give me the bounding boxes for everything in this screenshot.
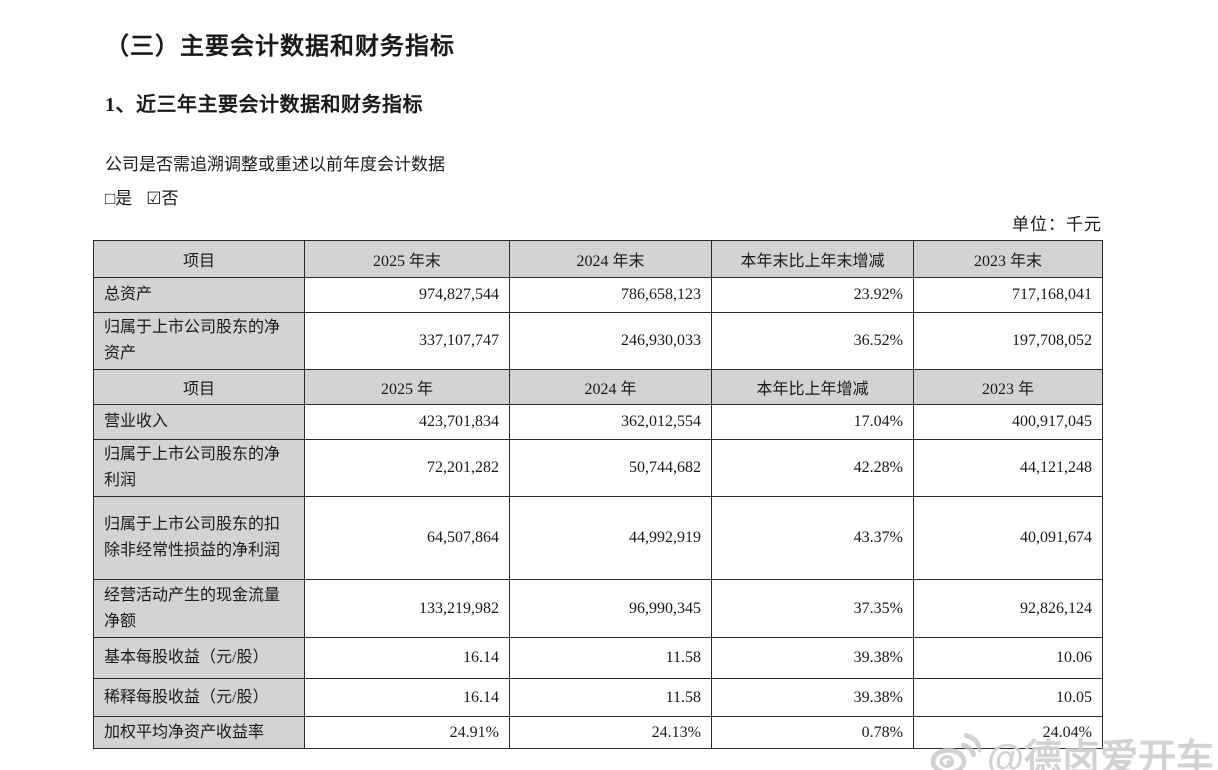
- table-row-net-assets: 归属于上市公司股东的净资产 337,107,747 246,930,033 36…: [93, 312, 1103, 370]
- value-cell: 44,992,919: [509, 496, 712, 580]
- value-cell: 24.91%: [304, 716, 510, 749]
- value-cell: 423,701,834: [304, 404, 510, 440]
- row-label: 营业收入: [93, 404, 305, 440]
- table-row-diluted-eps: 稀释每股收益（元/股） 16.14 11.58 39.38% 10.05: [93, 678, 1103, 717]
- table-row-total-assets: 总资产 974,827,544 786,658,123 23.92% 717,1…: [93, 277, 1103, 313]
- value-cell: 23.92%: [711, 277, 914, 313]
- value-cell: 11.58: [509, 637, 712, 679]
- row-label: 归属于上市公司股东的扣除非经常性损益的净利润: [93, 496, 305, 580]
- header-cell: 2025 年: [304, 369, 510, 405]
- header-cell: 2024 年末: [509, 240, 712, 278]
- header-cell: 本年比上年增减: [711, 369, 914, 405]
- checkbox-yes: □是: [105, 189, 133, 208]
- table-row-revenue: 营业收入 423,701,834 362,012,554 17.04% 400,…: [93, 404, 1103, 440]
- value-cell: 16.14: [304, 678, 510, 717]
- value-cell: 24.04%: [913, 716, 1103, 749]
- header-cell: 2023 年: [913, 369, 1103, 405]
- subsection-title: 1、近三年主要会计数据和财务指标: [105, 94, 423, 116]
- value-cell: 37.35%: [711, 579, 914, 638]
- restatement-answer: □是 ☑否: [105, 184, 193, 209]
- value-cell: 717,168,041: [913, 277, 1103, 313]
- value-cell: 17.04%: [711, 404, 914, 440]
- value-cell: 43.37%: [711, 496, 914, 580]
- value-cell: 974,827,544: [304, 277, 510, 313]
- table-header-row: 项目 2025 年末 2024 年末 本年末比上年末增减 2023 年末: [93, 240, 1103, 278]
- value-cell: 96,990,345: [509, 579, 712, 638]
- value-cell: 39.38%: [711, 678, 914, 717]
- value-cell: 362,012,554: [509, 404, 712, 440]
- row-label: 稀释每股收益（元/股）: [93, 678, 305, 717]
- value-cell: 16.14: [304, 637, 510, 679]
- value-cell: 246,930,033: [509, 312, 712, 370]
- value-cell: 42.28%: [711, 439, 914, 497]
- table-row-weighted-avg-roe: 加权平均净资产收益率 24.91% 24.13% 0.78% 24.04%: [93, 716, 1103, 749]
- value-cell: 40,091,674: [913, 496, 1103, 580]
- value-cell: 337,107,747: [304, 312, 510, 370]
- header-cell: 项目: [93, 240, 305, 278]
- header-cell: 2024 年: [509, 369, 712, 405]
- row-label: 总资产: [93, 277, 305, 313]
- checkbox-no: ☑否: [146, 189, 179, 208]
- table-header-row-annual: 项目 2025 年 2024 年 本年比上年增减 2023 年: [93, 369, 1103, 405]
- header-cell: 2025 年末: [304, 240, 510, 278]
- row-label: 加权平均净资产收益率: [93, 716, 305, 749]
- value-cell: 400,917,045: [913, 404, 1103, 440]
- value-cell: 197,708,052: [913, 312, 1103, 370]
- table-row-operating-cash-flow: 经营活动产生的现金流量净额 133,219,982 96,990,345 37.…: [93, 579, 1103, 638]
- value-cell: 72,201,282: [304, 439, 510, 497]
- value-cell: 11.58: [509, 678, 712, 717]
- row-label: 经营活动产生的现金流量净额: [93, 579, 305, 638]
- value-cell: 44,121,248: [913, 439, 1103, 497]
- value-cell: 39.38%: [711, 637, 914, 679]
- value-cell: 0.78%: [711, 716, 914, 749]
- table-row-net-profit: 归属于上市公司股东的净利润 72,201,282 50,744,682 42.2…: [93, 439, 1103, 497]
- financial-indicators-table: 项目 2025 年末 2024 年末 本年末比上年末增减 2023 年末 总资产…: [93, 240, 1103, 749]
- value-cell: 50,744,682: [509, 439, 712, 497]
- section-title: （三）主要会计数据和财务指标: [105, 34, 455, 60]
- value-cell: 24.13%: [509, 716, 712, 749]
- value-cell: 10.06: [913, 637, 1103, 679]
- value-cell: 786,658,123: [509, 277, 712, 313]
- row-label: 基本每股收益（元/股）: [93, 637, 305, 679]
- header-cell: 2023 年末: [913, 240, 1103, 278]
- value-cell: 64,507,864: [304, 496, 510, 580]
- value-cell: 92,826,124: [913, 579, 1103, 638]
- unit-label: 单位：千元: [1012, 215, 1102, 234]
- value-cell: 36.52%: [711, 312, 914, 370]
- row-label: 归属于上市公司股东的净利润: [93, 439, 305, 497]
- table-row-basic-eps: 基本每股收益（元/股） 16.14 11.58 39.38% 10.06: [93, 637, 1103, 679]
- restatement-question: 公司是否需追溯调整或重述以前年度会计数据: [105, 155, 445, 174]
- row-label: 归属于上市公司股东的净资产: [93, 312, 305, 370]
- header-cell: 本年末比上年末增减: [711, 240, 914, 278]
- value-cell: 10.05: [913, 678, 1103, 717]
- value-cell: 133,219,982: [304, 579, 510, 638]
- table-row-net-profit-excl-nonrecurring: 归属于上市公司股东的扣除非经常性损益的净利润 64,507,864 44,992…: [93, 496, 1103, 580]
- header-cell: 项目: [93, 369, 305, 405]
